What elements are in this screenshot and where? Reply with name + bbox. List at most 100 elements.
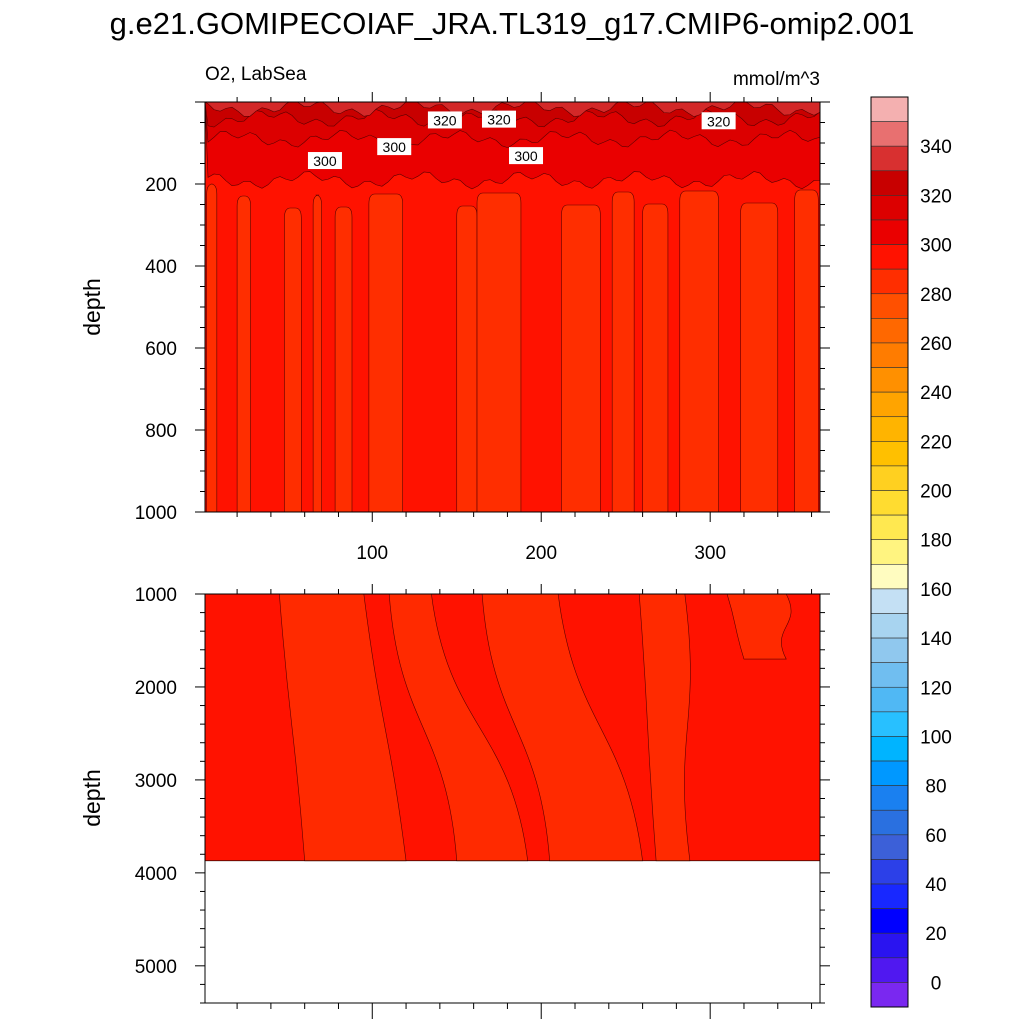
contour-band-290: [284, 207, 302, 512]
colorbar-swatch: [870, 490, 909, 516]
lower-y-axis-label: depth: [79, 769, 105, 827]
colorbar-swatch: [870, 539, 909, 565]
contour-band-290: [236, 195, 251, 512]
contour-band-290: [642, 203, 669, 512]
contour-label-box: [509, 147, 544, 165]
contour-band-290: [611, 191, 635, 512]
colorbar-swatch: [870, 170, 909, 196]
colorbar-swatch: [870, 318, 909, 344]
upper-ytick-label: 800: [145, 421, 177, 442]
colorbar-label: 160: [920, 580, 952, 601]
colorbar-swatch: [870, 637, 909, 663]
colorbar-swatch: [870, 957, 909, 983]
colorbar-label: 0: [931, 973, 942, 994]
colorbar-swatch: [870, 908, 909, 934]
colorbar-label: 20: [925, 924, 946, 945]
contour-band-290: [794, 189, 819, 512]
upper-ytick-label: 600: [145, 339, 177, 360]
upper-y-axis-label: depth: [79, 278, 105, 336]
contour-label: 300: [383, 139, 407, 155]
units-label: mmol/m^3: [732, 69, 820, 90]
colorbar-swatch: [870, 293, 909, 319]
lower-plot-area: [205, 594, 820, 862]
contour-band-290: [561, 204, 601, 512]
contour-label: 320: [707, 113, 731, 129]
colorbar-swatch: [870, 416, 909, 442]
contour-label-box: [427, 111, 462, 129]
lower-ytick-label: 5000: [135, 957, 177, 978]
contour-layer-340: [205, 102, 820, 118]
colorbar-swatch: [870, 441, 909, 467]
colorbar-swatch: [870, 268, 909, 295]
upper-ytick-label: 400: [145, 257, 177, 278]
contour-band-290: [456, 205, 478, 512]
contour-label-box: [307, 152, 342, 170]
upper-ytick-label: 200: [145, 175, 177, 196]
colorbar-swatch: [870, 785, 909, 811]
colorbar-label: 320: [920, 186, 952, 207]
colorbar-label: 200: [920, 482, 952, 503]
lower-ytick-label: 4000: [135, 864, 177, 885]
contour-label: 300: [313, 153, 337, 169]
lower-ytick-label: 1000: [135, 585, 177, 606]
variable-label: O2, LabSea: [205, 64, 307, 85]
colorbar-swatch: [870, 711, 909, 737]
contour-label-box: [377, 138, 412, 156]
colorbar-swatch: [870, 465, 909, 491]
lower-ytick-label: 3000: [135, 771, 177, 792]
colorbar-swatch: [870, 121, 909, 147]
colorbar-frame: [870, 96, 909, 1008]
colorbar-label: 300: [920, 236, 952, 257]
colorbar-swatch: [870, 563, 909, 590]
colorbar-swatch: [870, 662, 909, 688]
contour-band-290: [679, 190, 719, 512]
colorbar-label: 80: [925, 777, 946, 798]
upper-plot-area: 320 320 320 300 300 300: [205, 102, 820, 512]
lower-ytick-label: 2000: [135, 678, 177, 699]
colorbar-swatch: [870, 760, 909, 786]
colorbar-swatch: [870, 883, 909, 909]
upper-ytick-label: 1000: [135, 503, 177, 524]
colorbar-label: 180: [920, 531, 952, 552]
contour-band-290: [312, 194, 322, 512]
chart-title: g.e21.GOMIPECOIAF_JRA.TL319_g17.CMIP6-om…: [109, 6, 915, 41]
contour-band-290: [334, 206, 353, 512]
colorbar-swatch: [870, 219, 909, 245]
contour-label: 320: [487, 112, 511, 128]
colorbar-swatch: [870, 391, 909, 418]
colorbar-label: 340: [920, 137, 952, 158]
colorbar-label: 40: [925, 875, 946, 896]
colorbar-swatch: [870, 859, 909, 885]
colorbar-label: 240: [920, 383, 952, 404]
colorbar-swatch: [870, 834, 909, 860]
colorbar-label: 260: [920, 334, 952, 355]
colorbar-swatch: [870, 514, 909, 541]
colorbar-swatch: [870, 145, 909, 172]
contour-label-box: [481, 110, 516, 128]
contour-band-290: [206, 183, 218, 512]
colorbar-label: 280: [920, 285, 952, 306]
contour-band-290: [740, 202, 779, 512]
colorbar-label: 120: [920, 678, 952, 699]
colorbar-swatch: [870, 982, 909, 1008]
colorbar-swatch: [870, 613, 909, 639]
colorbar-label: 220: [920, 432, 952, 453]
contour-band-290: [368, 193, 403, 512]
contour-label: 320: [433, 112, 457, 128]
upper-xtick-label: 300: [694, 543, 726, 564]
colorbar-swatch: [870, 932, 909, 959]
colorbar-swatch: [870, 809, 909, 836]
upper-xtick-label: 100: [356, 543, 388, 564]
colorbar-swatch: [870, 588, 909, 614]
colorbar-swatch: [870, 195, 909, 221]
colorbar-swatch: [870, 342, 909, 368]
colorbar-label: 140: [920, 629, 952, 650]
contour-label-box: [701, 112, 736, 130]
colorbar-swatch: [870, 367, 909, 393]
colorbar-label: 60: [925, 826, 946, 847]
colorbar-label: 100: [920, 727, 952, 748]
contour-label: 300: [514, 148, 538, 164]
colorbar-swatch: [870, 686, 909, 713]
colorbar-swatch: [870, 736, 909, 762]
